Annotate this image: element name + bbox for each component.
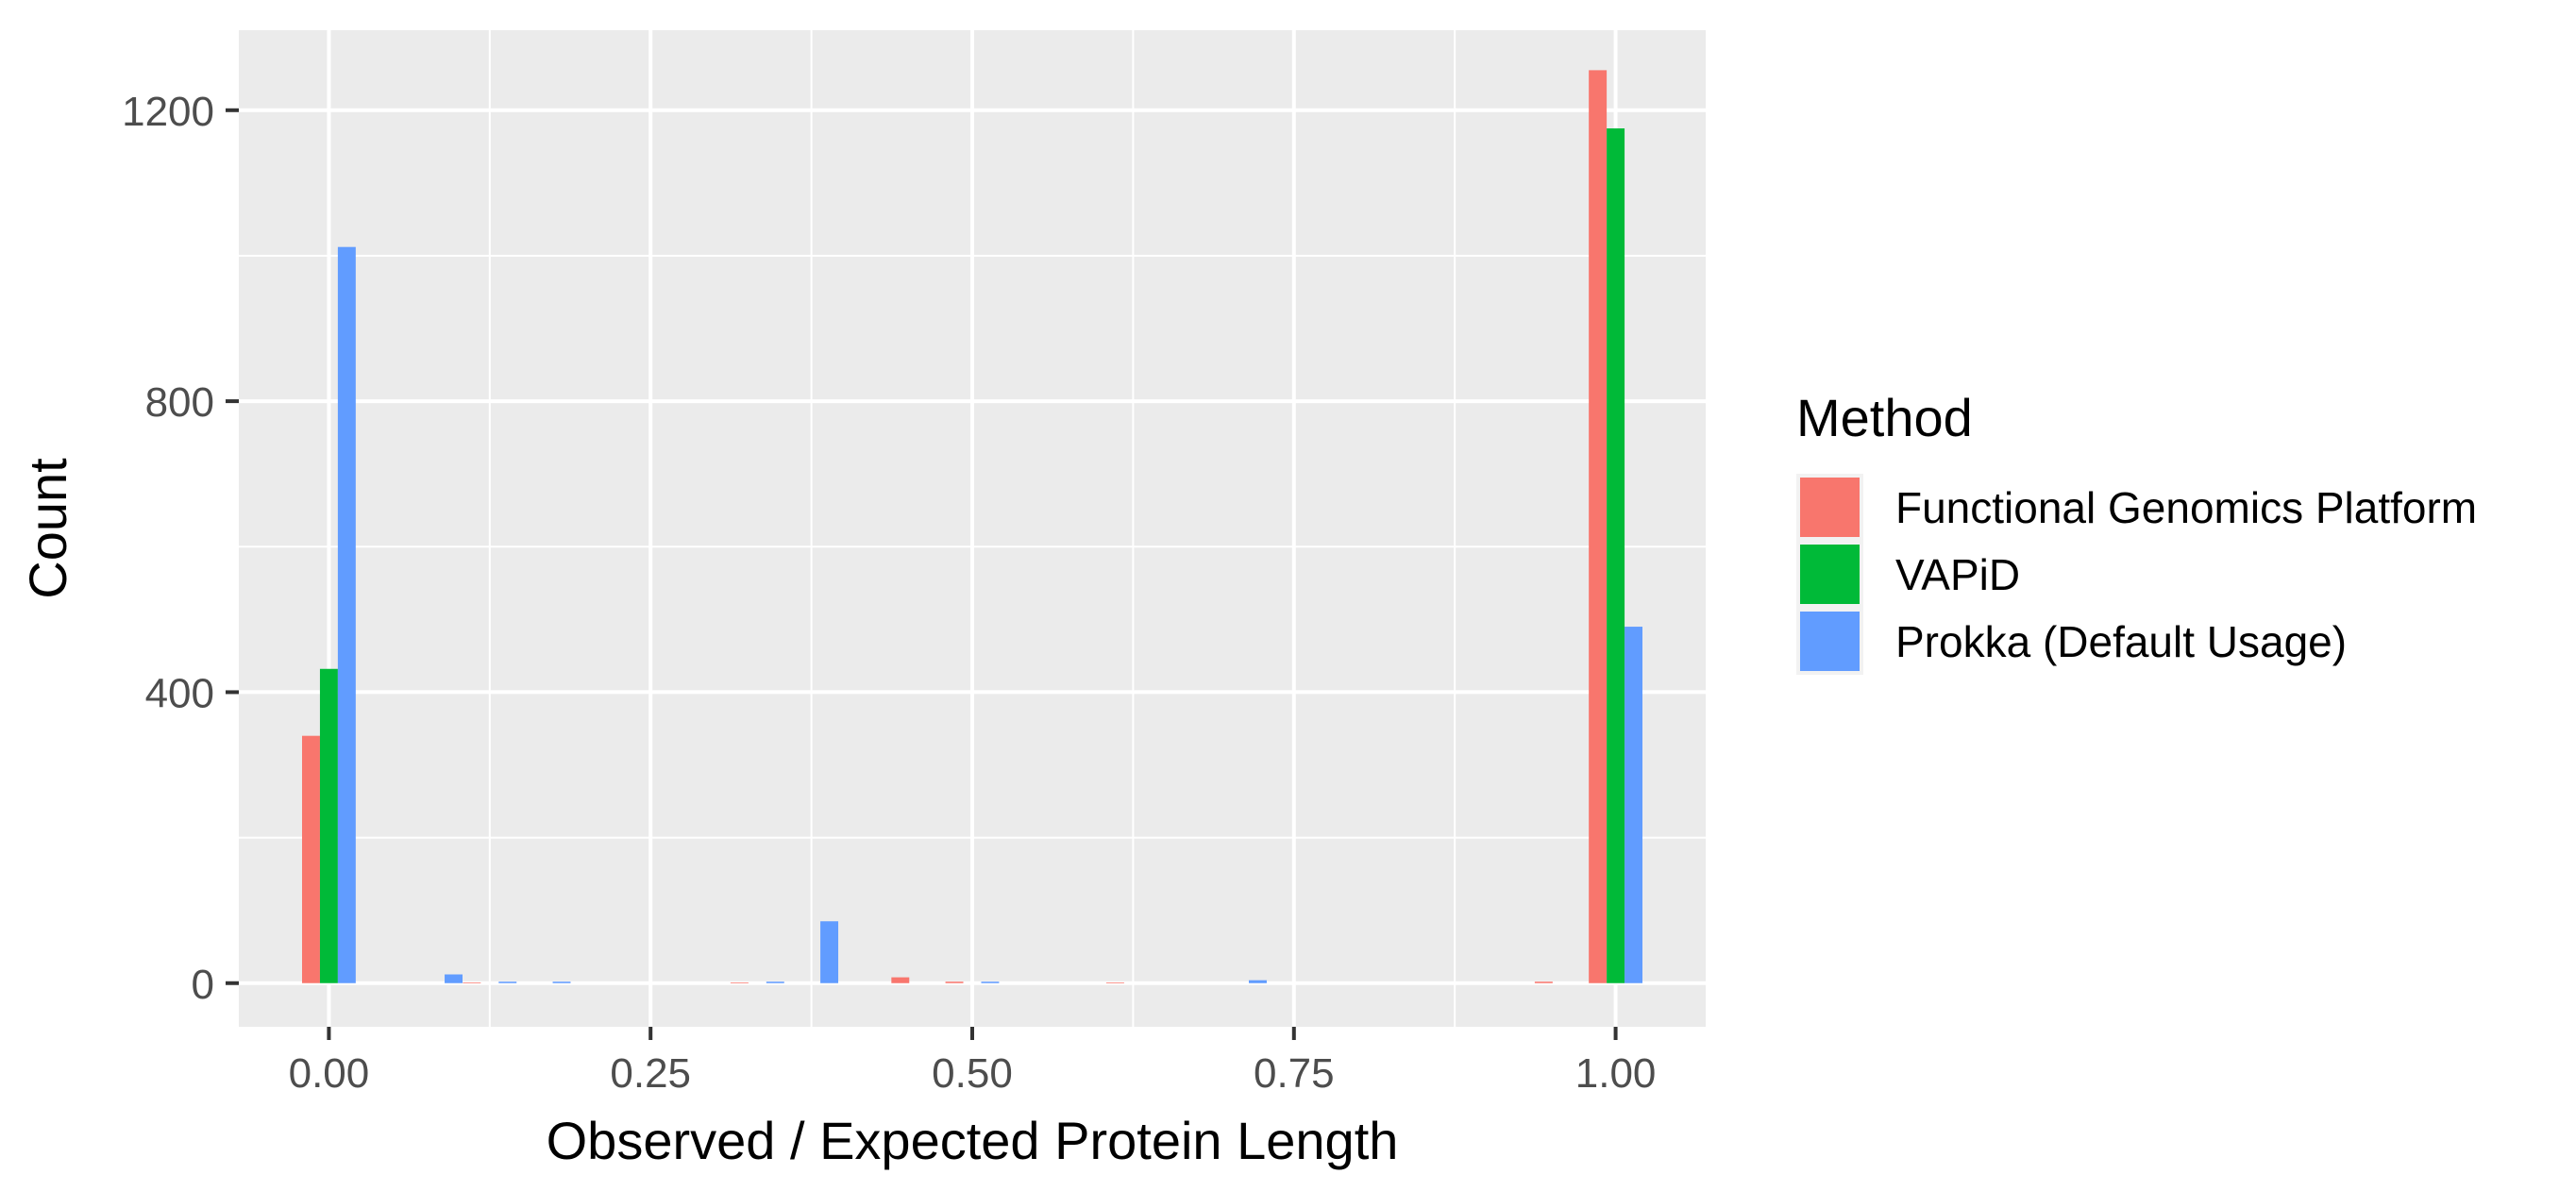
- legend-swatch: [1800, 545, 1860, 604]
- legend: Method Functional Genomics Platform VAPiD…: [1796, 388, 2477, 675]
- legend-label: Functional Genomics Platform: [1895, 483, 2477, 532]
- bar: [1589, 70, 1608, 983]
- legend-items: Functional Genomics Platform VAPiD Prokka …: [1796, 474, 2477, 675]
- y-tick-label: 0: [192, 962, 214, 1008]
- bar: [981, 981, 1000, 983]
- bars: [302, 70, 1642, 983]
- bar: [1105, 981, 1124, 983]
- bar: [302, 735, 320, 983]
- x-tick-label: 0.00: [289, 1050, 370, 1097]
- x-tick-label: 0.50: [932, 1050, 1013, 1097]
- x-tick-label: 0.75: [1254, 1050, 1335, 1097]
- bar: [319, 668, 338, 983]
- bar: [1249, 980, 1267, 983]
- bar: [730, 981, 749, 983]
- bar: [891, 977, 910, 983]
- legend-title: Method: [1796, 388, 1973, 447]
- x-tick-label: 0.25: [610, 1050, 691, 1097]
- y-axis-label: Count: [18, 458, 77, 599]
- legend-label: Prokka (Default Usage): [1895, 617, 2347, 666]
- y-tick-label: 1200: [122, 89, 214, 135]
- legend-label: VAPiD: [1895, 550, 2020, 599]
- x-tick-label: 1.00: [1575, 1050, 1657, 1097]
- y-axis: 0 400 800 1200: [122, 89, 239, 1008]
- bar: [945, 981, 964, 983]
- y-tick-label: 800: [145, 379, 214, 426]
- bar: [1534, 981, 1553, 983]
- legend-swatch: [1800, 612, 1860, 671]
- y-tick-label: 400: [145, 670, 214, 716]
- bar: [820, 921, 839, 983]
- bar: [766, 981, 784, 983]
- legend-swatch: [1800, 478, 1860, 537]
- x-axis: 0.00 0.25 0.50 0.75 1.00: [289, 1027, 1657, 1097]
- bar: [1625, 627, 1642, 983]
- bar: [337, 246, 356, 983]
- bar: [463, 981, 481, 983]
- bar: [1607, 128, 1625, 983]
- major-gridlines: [239, 30, 1706, 1027]
- bar: [445, 974, 463, 983]
- bar: [498, 981, 517, 983]
- x-axis-label: Observed / Expected Protein Length: [547, 1111, 1399, 1170]
- bar: [552, 981, 571, 983]
